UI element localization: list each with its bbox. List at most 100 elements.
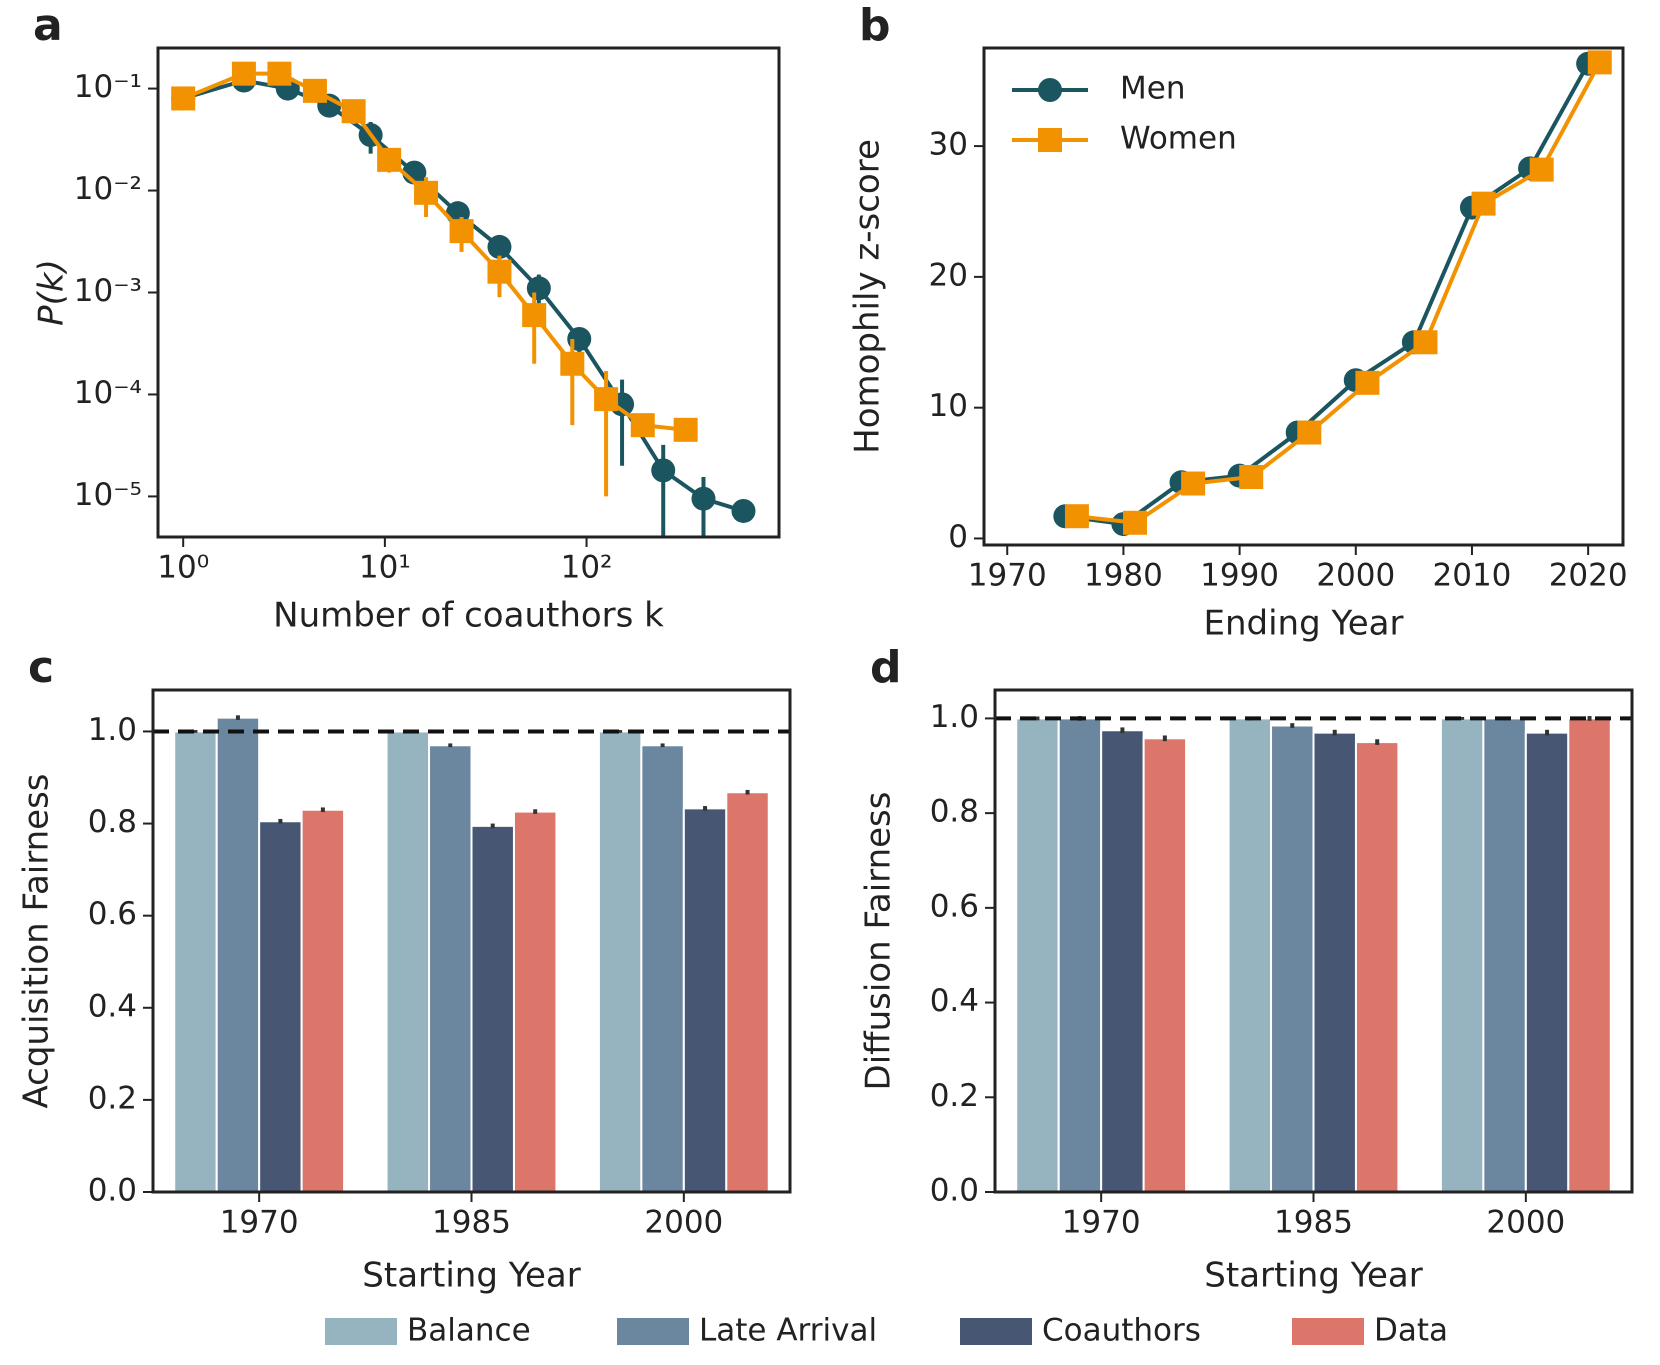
series-line bbox=[182, 78, 745, 513]
legend-label: Data bbox=[1374, 1313, 1448, 1349]
panel-label: a bbox=[33, 0, 63, 51]
y-tick-label: 0.0 bbox=[88, 1173, 137, 1209]
y-axis-label: Diffusion Fairness bbox=[859, 792, 899, 1091]
marker bbox=[522, 303, 547, 328]
x-tick-label: 2010 bbox=[1433, 558, 1512, 594]
x-axis-label: Ending Year bbox=[1204, 604, 1404, 644]
marker bbox=[231, 61, 256, 86]
x-tick-label: 2020 bbox=[1549, 558, 1628, 594]
marker bbox=[449, 219, 474, 244]
marker bbox=[526, 276, 551, 301]
bar bbox=[1227, 717, 1273, 1193]
marker bbox=[630, 413, 655, 438]
series-line bbox=[1076, 61, 1602, 525]
legend-label: Men bbox=[1120, 71, 1185, 107]
marker bbox=[691, 486, 716, 511]
bar bbox=[1015, 717, 1060, 1193]
x-tick-label: 10² bbox=[561, 550, 613, 586]
bar bbox=[173, 730, 218, 1193]
bar bbox=[1100, 729, 1145, 1193]
legend-label: Balance bbox=[407, 1313, 531, 1349]
marker bbox=[731, 498, 756, 523]
legend-swatch bbox=[325, 1318, 397, 1345]
x-tick-label: 2000 bbox=[644, 1205, 723, 1241]
marker bbox=[560, 351, 585, 376]
marker bbox=[1297, 420, 1322, 445]
marker bbox=[267, 61, 292, 86]
y-tick-label: 20 bbox=[929, 257, 968, 293]
marker bbox=[1355, 370, 1380, 395]
marker bbox=[1587, 50, 1612, 75]
marker bbox=[377, 147, 402, 172]
series-line bbox=[182, 71, 686, 432]
x-tick-label: 10¹ bbox=[359, 550, 411, 586]
plot-frame bbox=[151, 688, 792, 1194]
bar bbox=[1270, 724, 1315, 1193]
marker bbox=[171, 86, 196, 111]
marker bbox=[487, 234, 512, 259]
bar bbox=[1142, 737, 1188, 1193]
bar bbox=[682, 807, 728, 1193]
x-tick-label: 1970 bbox=[1062, 1205, 1141, 1241]
bar bbox=[1524, 731, 1570, 1193]
legend-label: Late Arrival bbox=[699, 1313, 877, 1349]
y-tick-label: 10⁻¹ bbox=[74, 69, 142, 105]
bar bbox=[215, 716, 261, 1194]
legend-marker bbox=[1038, 128, 1062, 152]
marker bbox=[1529, 157, 1554, 182]
legend-label: Women bbox=[1120, 121, 1237, 157]
marker bbox=[1181, 471, 1206, 496]
panel-label: b bbox=[859, 0, 891, 51]
x-tick-label: 1970 bbox=[968, 558, 1047, 594]
panel-label: d bbox=[870, 642, 902, 693]
x-tick-label: 1985 bbox=[432, 1205, 511, 1241]
x-axis-label: Number of coauthors k bbox=[273, 596, 664, 636]
y-tick-label: 10 bbox=[929, 388, 968, 424]
marker bbox=[1064, 504, 1089, 529]
bar bbox=[597, 730, 643, 1193]
y-tick-label: 0.4 bbox=[930, 983, 979, 1019]
y-tick-label: 10⁻⁵ bbox=[74, 477, 142, 513]
panel-label: c bbox=[28, 642, 54, 693]
legend-marker bbox=[1038, 78, 1062, 102]
bar bbox=[1057, 717, 1103, 1193]
y-tick-label: 0.8 bbox=[930, 794, 979, 830]
x-tick-label: 2000 bbox=[1316, 558, 1395, 594]
legend-swatch bbox=[960, 1318, 1032, 1345]
y-tick-label: 0.0 bbox=[930, 1173, 979, 1209]
marker bbox=[302, 78, 327, 103]
y-tick-label: 0.2 bbox=[930, 1078, 979, 1114]
y-tick-label: 0.6 bbox=[88, 896, 137, 932]
y-tick-label: 10⁻⁴ bbox=[74, 375, 142, 411]
x-tick-label: 1970 bbox=[220, 1205, 299, 1241]
marker bbox=[487, 259, 512, 284]
bar bbox=[258, 820, 303, 1194]
y-tick-label: 1.0 bbox=[88, 712, 137, 748]
plot-frame bbox=[993, 688, 1634, 1194]
bar bbox=[300, 808, 346, 1193]
marker bbox=[1123, 510, 1148, 535]
bar bbox=[1567, 717, 1612, 1193]
y-axis-label: Acquisition Fairness bbox=[17, 773, 57, 1108]
y-tick-label: 0 bbox=[948, 519, 968, 555]
series-line bbox=[1065, 62, 1590, 527]
bar bbox=[428, 744, 473, 1193]
marker bbox=[673, 417, 698, 442]
bar bbox=[640, 744, 685, 1193]
y-axis-label: Homophily z-score bbox=[848, 139, 888, 454]
bar bbox=[1439, 717, 1485, 1193]
marker bbox=[1413, 330, 1438, 355]
bar bbox=[470, 824, 515, 1193]
bar bbox=[1312, 731, 1357, 1193]
marker bbox=[1471, 191, 1496, 216]
y-tick-label: 30 bbox=[929, 127, 968, 163]
marker bbox=[594, 387, 619, 412]
y-tick-label: 0.4 bbox=[88, 988, 137, 1024]
bar bbox=[385, 730, 431, 1193]
marker bbox=[414, 180, 439, 205]
y-tick-label: 10⁻³ bbox=[74, 273, 142, 309]
legend-swatch bbox=[617, 1318, 689, 1345]
marker bbox=[651, 458, 676, 483]
bar bbox=[512, 810, 558, 1193]
